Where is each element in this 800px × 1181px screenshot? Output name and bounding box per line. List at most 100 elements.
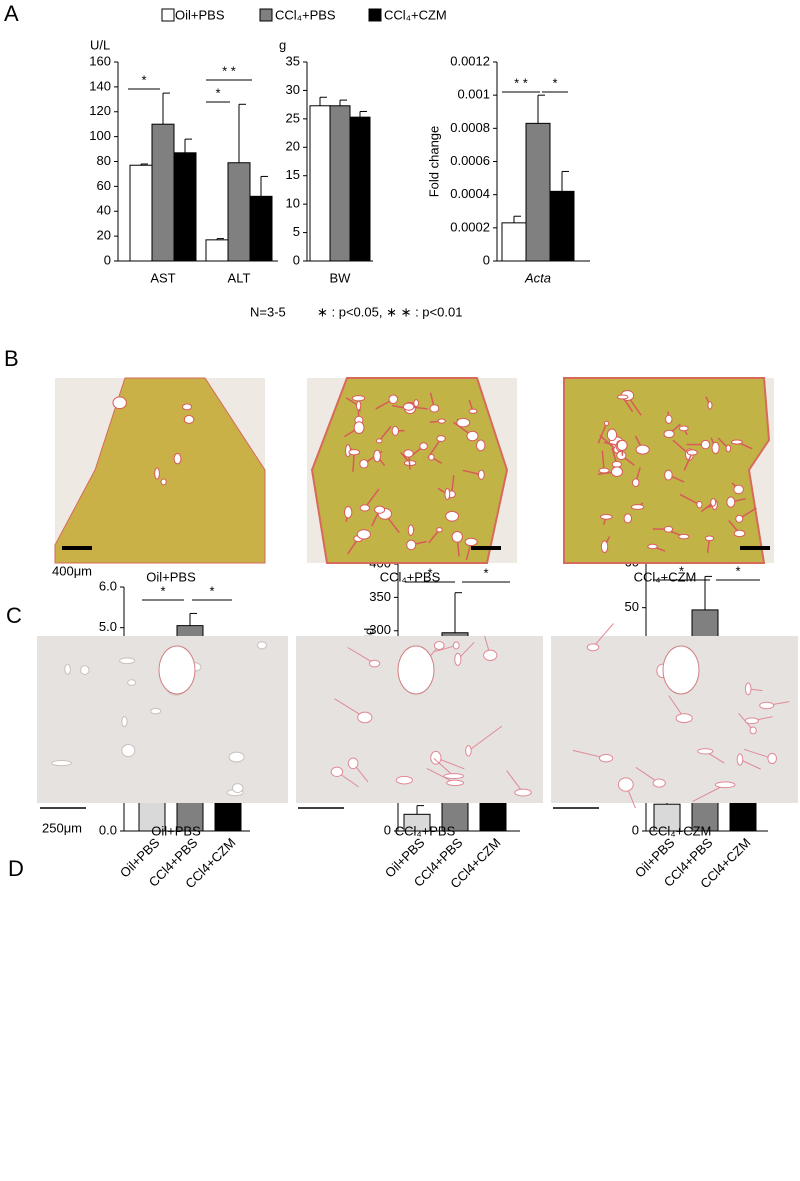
y-tick-label: 80 <box>97 153 111 168</box>
vessel <box>635 444 650 455</box>
y-tick-label: 0 <box>384 822 391 837</box>
y-tick-label: 0 <box>293 252 300 267</box>
fiber <box>592 623 614 648</box>
vessel <box>623 513 633 524</box>
vessel <box>348 449 361 456</box>
vessel <box>663 429 675 439</box>
vessel <box>444 488 451 501</box>
vessel <box>353 421 365 434</box>
vessel <box>368 659 381 668</box>
significance-label: * <box>552 75 557 90</box>
vessel <box>476 439 486 452</box>
fiber <box>468 725 503 752</box>
panel-label: A <box>4 1 19 26</box>
vessel <box>374 505 386 514</box>
bar <box>549 190 575 262</box>
bar <box>501 222 527 262</box>
vessel <box>696 500 703 509</box>
vessel <box>80 665 90 676</box>
vessel <box>714 781 736 789</box>
bar <box>173 152 197 262</box>
scale-label: 400μm <box>52 563 92 578</box>
vessel <box>160 478 167 486</box>
significance-label: * <box>679 563 684 578</box>
vessel <box>154 467 160 480</box>
vessel <box>663 525 674 533</box>
vessel <box>664 469 673 481</box>
vessel <box>749 726 757 735</box>
y-tick-label: 35 <box>286 53 300 68</box>
x-tick-label: BW <box>330 270 352 285</box>
vessel <box>477 469 485 480</box>
image-label: CCl₄+CZM <box>649 823 712 838</box>
vessel <box>686 449 698 456</box>
vessel <box>451 530 463 543</box>
vessel <box>121 743 136 758</box>
vessel <box>616 439 628 452</box>
x-tick-label: ALT <box>228 270 251 285</box>
vessel <box>600 540 609 553</box>
y-tick-label: 120 <box>89 103 111 118</box>
vessel <box>468 408 478 414</box>
y-tick-label: 300 <box>369 622 391 637</box>
vessel <box>397 645 435 695</box>
vessel <box>483 649 498 662</box>
vessel <box>725 444 732 453</box>
image-label: CCl₄+PBS <box>380 569 441 584</box>
vessel <box>391 425 399 436</box>
vessel <box>395 775 413 785</box>
y-tick-label: 6.0 <box>99 578 117 593</box>
bar <box>329 105 351 262</box>
vessel <box>445 510 459 522</box>
bar <box>249 195 273 262</box>
legend-swatch <box>161 8 175 22</box>
vessel <box>464 537 478 547</box>
vessel <box>182 403 193 411</box>
vessel <box>173 453 182 465</box>
vessel <box>456 417 471 428</box>
vessel <box>452 641 460 650</box>
vessel <box>121 716 128 728</box>
y-tick-label: 20 <box>97 228 111 243</box>
vessel <box>436 435 446 442</box>
vessel <box>733 529 746 538</box>
bar <box>653 803 681 832</box>
legend-swatch <box>368 8 382 22</box>
vessel <box>428 453 435 461</box>
tissue <box>54 377 266 564</box>
vessel <box>347 757 359 770</box>
significance-label: * * <box>514 75 528 90</box>
y-tick-label: 350 <box>369 589 391 604</box>
significance-label: * <box>735 563 740 578</box>
vessel <box>586 643 600 652</box>
vessel <box>662 645 700 695</box>
y-tick-label: 140 <box>89 78 111 93</box>
vessel <box>678 533 690 540</box>
vessel <box>767 752 778 765</box>
vessel <box>514 788 532 797</box>
vessel <box>675 713 693 724</box>
vessel <box>697 748 714 755</box>
y-tick-label: 0.001 <box>457 87 490 102</box>
vessel <box>443 773 464 780</box>
y-tick-label: 10 <box>286 196 300 211</box>
vessel <box>356 529 371 540</box>
vessel <box>436 527 443 533</box>
panel-label: C <box>6 603 22 628</box>
vessel <box>652 778 666 788</box>
significance-label: * <box>483 565 488 580</box>
legend-label: CCl₄+PBS <box>275 7 336 22</box>
significance-label: * * <box>222 63 236 78</box>
y-tick-label: 0.0 <box>99 822 117 837</box>
vessel <box>388 394 399 404</box>
fiber <box>352 452 355 472</box>
vessel <box>228 751 245 763</box>
image-label: Oil+PBS <box>146 569 196 584</box>
bar <box>151 123 175 262</box>
bar <box>205 239 229 262</box>
y-tick-label: 100 <box>89 128 111 143</box>
vessel <box>730 439 743 445</box>
vessel <box>357 711 373 724</box>
bar <box>349 116 371 262</box>
vessel <box>598 753 614 763</box>
